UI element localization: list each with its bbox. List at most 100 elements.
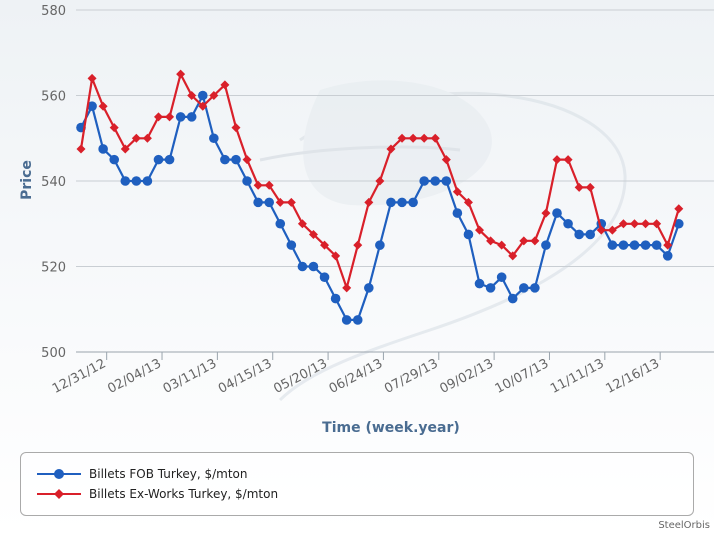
data-point[interactable] <box>652 219 662 229</box>
data-point[interactable] <box>142 133 152 143</box>
data-point[interactable] <box>463 197 473 207</box>
data-point[interactable] <box>320 240 330 250</box>
data-point[interactable] <box>419 133 429 143</box>
data-point[interactable] <box>175 112 186 122</box>
data-point[interactable] <box>197 90 208 101</box>
data-point[interactable] <box>630 219 639 229</box>
data-point[interactable] <box>342 283 352 293</box>
data-point[interactable] <box>341 315 352 325</box>
data-point[interactable] <box>198 101 208 111</box>
data-point[interactable] <box>530 236 540 246</box>
data-point[interactable] <box>231 154 241 165</box>
data-point[interactable] <box>364 283 374 293</box>
data-point[interactable] <box>607 240 618 250</box>
data-point[interactable] <box>209 133 219 144</box>
data-point[interactable] <box>220 154 230 165</box>
data-point[interactable] <box>331 251 341 261</box>
data-point[interactable] <box>574 182 584 192</box>
data-point[interactable] <box>187 91 197 100</box>
data-point[interactable] <box>397 133 407 143</box>
data-point[interactable] <box>419 176 429 186</box>
data-point[interactable] <box>308 261 319 272</box>
data-point[interactable] <box>641 219 651 229</box>
data-point[interactable] <box>253 180 263 190</box>
data-point[interactable] <box>662 251 673 261</box>
data-point[interactable] <box>408 197 418 208</box>
data-point[interactable] <box>153 154 164 165</box>
data-point[interactable] <box>408 133 418 143</box>
data-point[interactable] <box>186 112 197 122</box>
data-point[interactable] <box>486 236 496 246</box>
data-point[interactable] <box>552 155 562 165</box>
data-point[interactable] <box>386 144 396 154</box>
data-point[interactable] <box>364 197 374 207</box>
data-point[interactable] <box>375 176 385 186</box>
data-point[interactable] <box>176 69 186 79</box>
data-point[interactable] <box>552 208 562 218</box>
data-point[interactable] <box>596 225 606 235</box>
data-point[interactable] <box>519 236 529 246</box>
data-point[interactable] <box>607 225 617 235</box>
data-point[interactable] <box>441 176 452 186</box>
data-point[interactable] <box>98 101 108 111</box>
data-point[interactable] <box>253 197 263 208</box>
data-point[interactable] <box>485 283 496 293</box>
data-point[interactable] <box>663 240 673 250</box>
data-point[interactable] <box>220 80 230 90</box>
data-point[interactable] <box>474 278 485 289</box>
data-point[interactable] <box>275 197 285 207</box>
data-point[interactable] <box>430 133 440 143</box>
data-point[interactable] <box>463 229 474 240</box>
data-point[interactable] <box>131 176 142 186</box>
data-point[interactable] <box>308 229 318 239</box>
data-point[interactable] <box>242 155 252 165</box>
data-point[interactable] <box>519 283 529 293</box>
data-point[interactable] <box>286 197 296 207</box>
data-point[interactable] <box>541 240 551 250</box>
data-point[interactable] <box>109 123 119 133</box>
data-point[interactable] <box>452 187 462 197</box>
data-point[interactable] <box>131 133 141 143</box>
data-point[interactable] <box>319 272 330 282</box>
data-point[interactable] <box>352 315 363 325</box>
data-point[interactable] <box>629 240 640 250</box>
data-point[interactable] <box>231 123 241 133</box>
data-point[interactable] <box>120 144 130 154</box>
data-point[interactable] <box>618 219 628 229</box>
data-point[interactable] <box>109 154 120 165</box>
data-point[interactable] <box>264 197 274 208</box>
data-point[interactable] <box>286 240 297 250</box>
data-point[interactable] <box>264 180 274 190</box>
data-point[interactable] <box>430 176 441 186</box>
data-point[interactable] <box>353 240 363 250</box>
data-point[interactable] <box>574 229 584 240</box>
legend-item-exworks[interactable]: Billets Ex-Works Turkey, $/mton <box>35 485 278 503</box>
data-point[interactable] <box>153 112 163 122</box>
data-point[interactable] <box>563 218 573 229</box>
data-point[interactable] <box>618 240 629 250</box>
data-point[interactable] <box>242 176 252 186</box>
data-point[interactable] <box>541 208 551 218</box>
data-point[interactable] <box>651 240 662 250</box>
data-point[interactable] <box>563 155 573 165</box>
data-point[interactable] <box>496 272 507 282</box>
data-point[interactable] <box>87 101 97 111</box>
data-point[interactable] <box>164 154 175 165</box>
data-point[interactable] <box>165 112 175 122</box>
data-point[interactable] <box>209 91 219 100</box>
data-point[interactable] <box>142 176 153 186</box>
data-point[interactable] <box>475 225 485 235</box>
data-point[interactable] <box>530 283 540 293</box>
data-point[interactable] <box>98 144 108 154</box>
data-point[interactable] <box>386 197 396 208</box>
legend-item-fob[interactable]: Billets FOB Turkey, $/mton <box>35 465 247 483</box>
data-point[interactable] <box>674 204 684 214</box>
data-point[interactable] <box>585 182 595 192</box>
data-point[interactable] <box>640 240 651 250</box>
data-point[interactable] <box>673 218 684 229</box>
data-point[interactable] <box>76 144 86 154</box>
data-point[interactable] <box>297 219 307 229</box>
data-point[interactable] <box>275 218 286 229</box>
data-point[interactable] <box>507 293 518 304</box>
data-point[interactable] <box>397 197 407 208</box>
